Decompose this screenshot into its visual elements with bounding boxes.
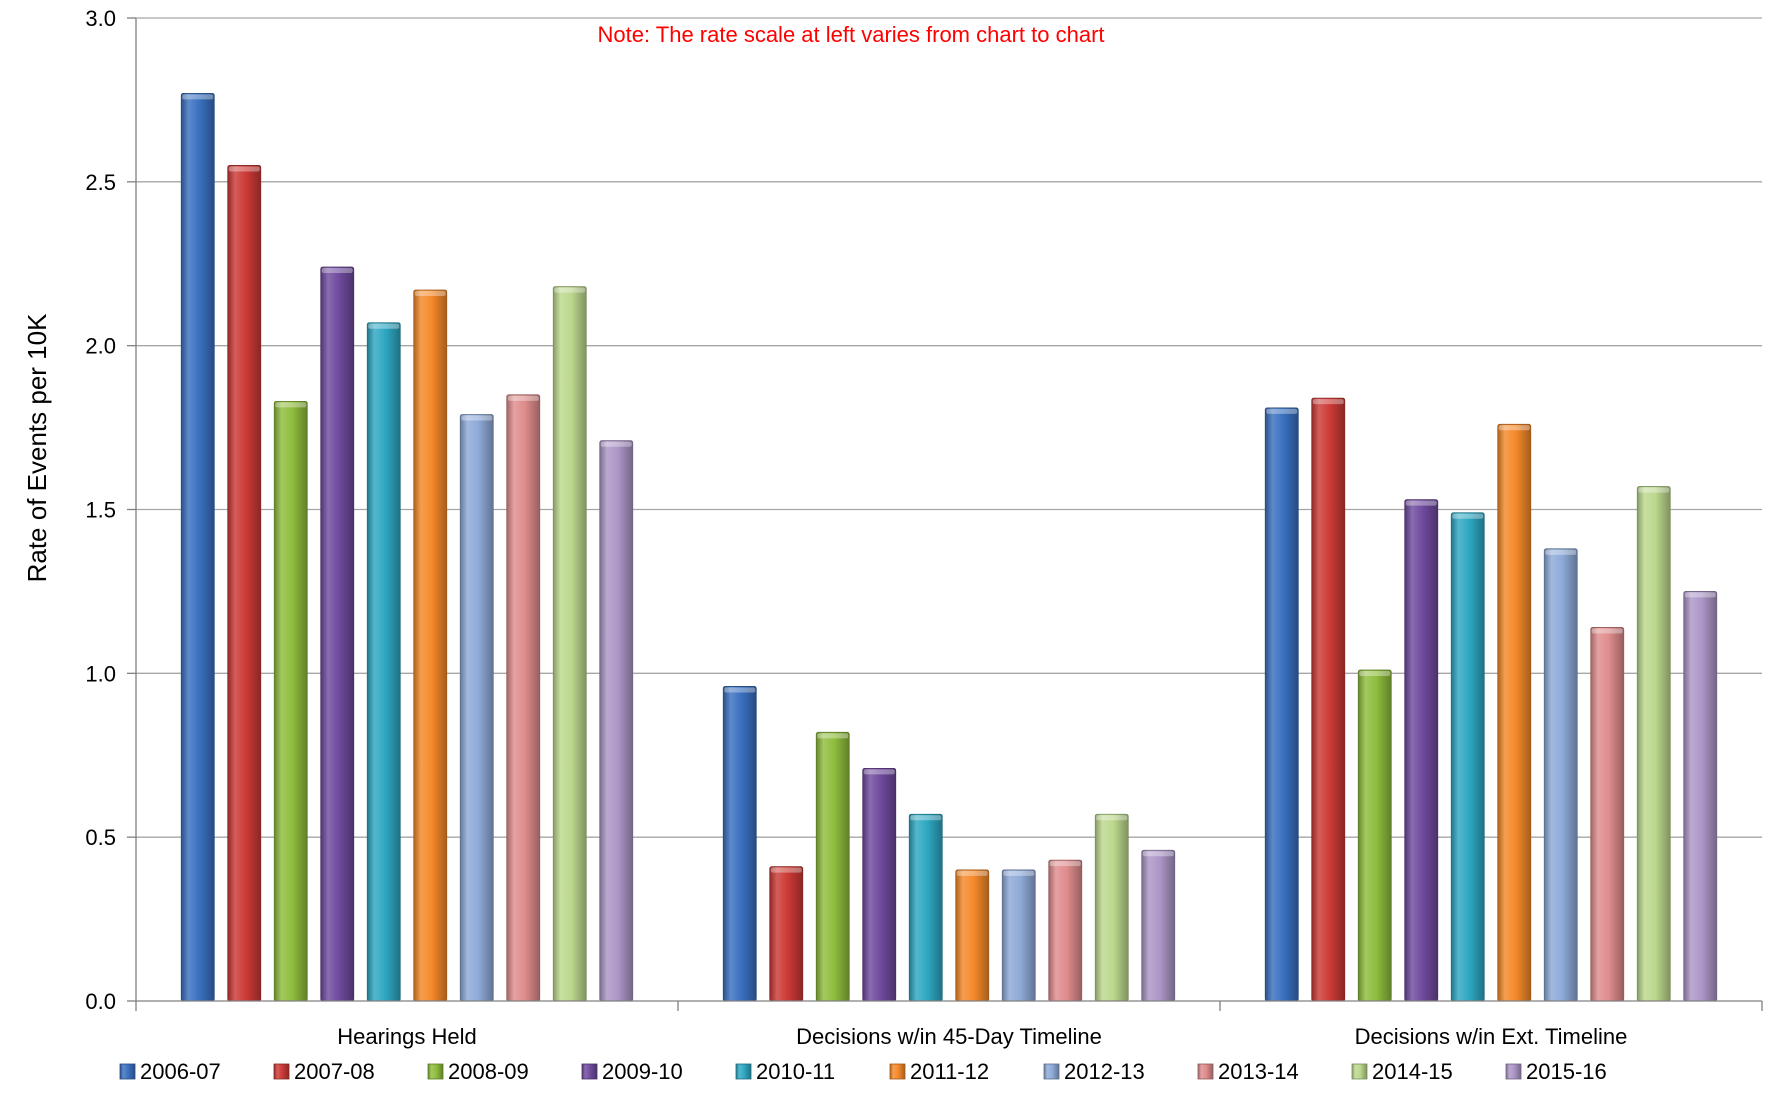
bar-2013-14-1 <box>1048 859 1083 1002</box>
legend-label: 2011-12 <box>910 1059 989 1084</box>
legend-label: 2008-09 <box>448 1059 529 1084</box>
bar-highlight <box>1498 425 1530 431</box>
bar-2011-12-1 <box>955 869 990 1002</box>
legend-label: 2009-10 <box>602 1059 683 1084</box>
bar-highlight <box>1096 815 1128 821</box>
bar-highlight <box>724 687 756 693</box>
legend-swatch-2007-08 <box>273 1063 290 1080</box>
bar-2011-12-2 <box>1497 423 1532 1002</box>
bar-highlight <box>1405 500 1437 506</box>
bar-highlight <box>770 867 802 873</box>
bar-highlight <box>956 870 988 876</box>
legend-swatch-2008-09 <box>427 1063 444 1080</box>
bar-highlight <box>817 733 849 739</box>
y-tick-label: 1.5 <box>85 498 116 523</box>
category-label: Decisions w/in Ext. Timeline <box>1355 1024 1628 1049</box>
bar-highlight <box>461 415 493 421</box>
y-tick-label: 1.0 <box>85 661 116 686</box>
bar-2007-08-2 <box>1311 397 1346 1002</box>
legend-label: 2013-14 <box>1218 1059 1299 1084</box>
bar-2007-08-0 <box>227 165 262 1002</box>
legend-swatch-2015-16 <box>1505 1063 1522 1080</box>
bar-highlight <box>368 323 400 329</box>
bar-highlight <box>182 94 214 100</box>
scale-note: Note: The rate scale at left varies from… <box>597 22 1104 47</box>
legend-swatch-2006-07 <box>119 1063 136 1080</box>
bar-2008-09-2 <box>1357 669 1392 1002</box>
bar-2015-16-0 <box>599 440 634 1002</box>
bar-2014-15-2 <box>1636 486 1671 1002</box>
bar-highlight <box>414 290 446 296</box>
bar-highlight <box>228 166 260 172</box>
bar-2010-11-1 <box>908 813 943 1002</box>
bar-2009-10-0 <box>320 266 355 1002</box>
legend-swatch-2010-11 <box>735 1063 752 1080</box>
bar-2013-14-0 <box>506 394 541 1002</box>
y-tick-label: 0.0 <box>85 989 116 1014</box>
bar-highlight <box>507 395 539 401</box>
y-tick-label: 2.5 <box>85 170 116 195</box>
bar-highlight <box>554 287 586 293</box>
bar-highlight <box>863 769 895 775</box>
bar-highlight <box>1142 851 1174 857</box>
category-label: Hearings Held <box>337 1024 476 1049</box>
bar-2014-15-0 <box>552 286 587 1002</box>
bar-2008-09-1 <box>815 731 850 1002</box>
legend-label: 2010-11 <box>756 1059 835 1084</box>
bar-highlight <box>1638 487 1670 493</box>
legend-label: 2007-08 <box>294 1059 375 1084</box>
y-tick-label: 0.5 <box>85 825 116 850</box>
bar-2012-13-1 <box>1001 869 1036 1002</box>
bar-2012-13-0 <box>459 414 494 1002</box>
y-axis-label: Rate of Events per 10K <box>22 313 52 582</box>
bar-highlight <box>321 268 353 274</box>
legend-swatch-2011-12 <box>889 1063 906 1080</box>
bar-highlight <box>1452 513 1484 519</box>
bar-2015-16-1 <box>1141 849 1176 1002</box>
legend-swatch-2012-13 <box>1043 1063 1060 1080</box>
legend-swatch-2013-14 <box>1197 1063 1214 1080</box>
bar-highlight <box>1545 549 1577 555</box>
bar-2013-14-2 <box>1590 627 1625 1002</box>
bar-2006-07-2 <box>1264 407 1299 1002</box>
bar-2014-15-1 <box>1094 813 1129 1002</box>
y-tick-label: 2.0 <box>85 334 116 359</box>
bar-2006-07-1 <box>722 686 757 1002</box>
category-label: Decisions w/in 45-Day Timeline <box>796 1024 1102 1049</box>
legend-label: 2014-15 <box>1372 1059 1453 1084</box>
bar-highlight <box>1591 628 1623 634</box>
bar-2015-16-2 <box>1683 591 1718 1002</box>
legend-label: 2006-07 <box>140 1059 221 1084</box>
legend: 2006-07 2007-08 2008-09 2009-10 2010-11 2011-… <box>119 1059 1607 1084</box>
bar-2010-11-0 <box>366 322 401 1002</box>
bar-2010-11-2 <box>1450 512 1485 1002</box>
bar-highlight <box>275 402 307 408</box>
bar-2006-07-0 <box>180 92 215 1002</box>
bar-highlight <box>910 815 942 821</box>
bar-highlight <box>600 441 632 447</box>
bar-2009-10-1 <box>862 767 897 1002</box>
bar-highlight <box>1003 870 1035 876</box>
legend-swatch-2009-10 <box>581 1063 598 1080</box>
y-tick-label: 3.0 <box>85 6 116 31</box>
bar-2007-08-1 <box>769 866 804 1002</box>
bar-2011-12-0 <box>413 289 448 1002</box>
bar-highlight <box>1049 861 1081 867</box>
bar-2009-10-2 <box>1404 499 1439 1002</box>
bar-2012-13-2 <box>1543 548 1578 1002</box>
bar-highlight <box>1359 671 1391 677</box>
bar-2008-09-0 <box>273 400 308 1002</box>
bar-highlight <box>1684 592 1716 598</box>
bar-highlight <box>1266 408 1298 414</box>
legend-swatch-2014-15 <box>1351 1063 1368 1080</box>
legend-label: 2015-16 <box>1526 1059 1607 1084</box>
bar-highlight <box>1312 399 1344 405</box>
legend-label: 2012-13 <box>1064 1059 1145 1084</box>
